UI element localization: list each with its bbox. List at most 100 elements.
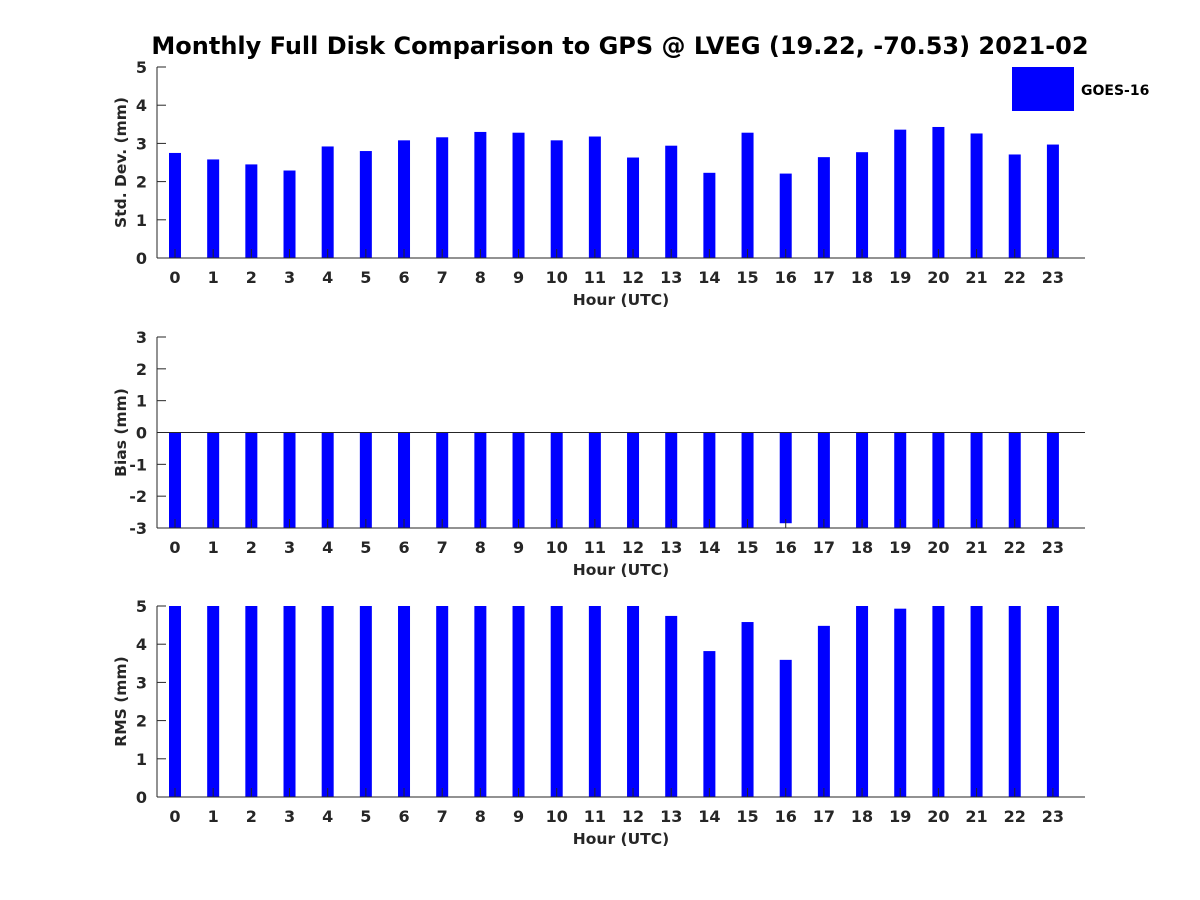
bar-p2-h10 [550, 432, 563, 528]
x-tick-label-p3: 16 [775, 807, 797, 826]
bar-p1-h18 [856, 152, 869, 258]
x-tick-label-p2: 21 [965, 538, 987, 557]
bar-p3-h17 [817, 625, 830, 797]
x-axis-title-p3: Hour (UTC) [573, 830, 669, 848]
bar-p1-h23 [1046, 144, 1059, 258]
x-tick-label-p3: 22 [1004, 807, 1026, 826]
bar-p2-h15 [741, 432, 754, 528]
bar-p2-h23 [1046, 432, 1059, 528]
bar-p3-h23 [1046, 606, 1059, 797]
bar-p2-h18 [856, 432, 869, 528]
y-tick-label-p2: 3 [136, 328, 147, 347]
bar-p1-h13 [665, 145, 678, 258]
x-tick-label-p3: 4 [322, 807, 333, 826]
y-tick-label-p2: 2 [136, 360, 147, 379]
y-tick-label-p1: 4 [136, 96, 147, 115]
y-tick-label-p1: 1 [136, 211, 147, 230]
bar-p1-h16 [779, 173, 792, 258]
bar-p3-h19 [894, 608, 907, 797]
y-tick-label-p2: -1 [129, 455, 147, 474]
bar-p3-h2 [245, 606, 258, 797]
x-tick-label-p2: 16 [775, 538, 797, 557]
bar-p1-h0 [169, 152, 181, 258]
x-tick-label-p2: 22 [1004, 538, 1026, 557]
bar-p2-h21 [970, 432, 983, 528]
x-tick-label-p1: 14 [698, 268, 720, 287]
bar-p3-h20 [932, 606, 945, 797]
bar-p2-h9 [512, 432, 525, 528]
x-tick-label-p2: 5 [360, 538, 371, 557]
x-tick-label-p2: 20 [927, 538, 949, 557]
x-tick-label-p1: 11 [584, 268, 606, 287]
x-tick-label-p3: 10 [546, 807, 568, 826]
bar-p1-h8 [474, 131, 487, 258]
y-axis-title-p1: Std. Dev. (mm) [112, 97, 130, 228]
bar-p3-h14 [703, 651, 716, 797]
x-tick-label-p2: 23 [1042, 538, 1064, 557]
bar-p1-h20 [932, 126, 945, 258]
x-tick-label-p2: 1 [208, 538, 219, 557]
x-tick-label-p3: 3 [284, 807, 295, 826]
bar-p2-h12 [627, 432, 640, 528]
x-tick-label-p3: 18 [851, 807, 873, 826]
x-tick-label-p3: 20 [927, 807, 949, 826]
bar-p3-h18 [856, 606, 869, 797]
x-tick-label-p3: 7 [437, 807, 448, 826]
x-tick-label-p2: 15 [736, 538, 758, 557]
bar-p1-h21 [970, 133, 983, 258]
bar-p2-h7 [436, 432, 449, 528]
legend-label-goes16: GOES-16 [1081, 83, 1149, 99]
bar-p3-h5 [359, 606, 372, 797]
x-tick-label-p2: 0 [169, 538, 180, 557]
y-tick-label-p3: 3 [136, 673, 147, 692]
y-tick-label-p3: 4 [136, 635, 147, 654]
x-tick-label-p1: 4 [322, 268, 333, 287]
bar-p2-h22 [1008, 432, 1021, 528]
x-tick-label-p3: 8 [475, 807, 486, 826]
y-tick-label-p3: 2 [136, 712, 147, 731]
x-tick-label-p1: 22 [1004, 268, 1026, 287]
bar-p2-h0 [169, 432, 181, 528]
legend: GOES-16 [1012, 67, 1149, 111]
x-axis-title-p1: Hour (UTC) [573, 291, 669, 309]
bar-p3-h11 [588, 606, 601, 797]
bar-p1-h7 [436, 137, 449, 258]
y-tick-label-p2: 0 [136, 424, 147, 443]
y-tick-label-p2: -3 [129, 519, 147, 538]
bar-p3-h4 [321, 606, 334, 797]
x-tick-label-p1: 21 [965, 268, 987, 287]
bar-p2-h3 [283, 432, 296, 528]
bar-p1-h9 [512, 132, 525, 258]
y-tick-label-p1: 2 [136, 173, 147, 192]
x-tick-label-p2: 11 [584, 538, 606, 557]
bar-p1-h15 [741, 132, 754, 258]
bar-p1-h2 [245, 164, 258, 258]
bar-p3-h15 [741, 622, 754, 797]
bar-p1-h14 [703, 172, 716, 258]
bar-p2-h1 [207, 432, 220, 528]
bar-p3-h7 [436, 606, 449, 797]
x-tick-label-p1: 16 [775, 268, 797, 287]
x-tick-label-p3: 1 [208, 807, 219, 826]
bar-p2-h4 [321, 432, 334, 528]
x-tick-label-p1: 12 [622, 268, 644, 287]
x-tick-label-p3: 0 [169, 807, 180, 826]
x-tick-label-p3: 6 [398, 807, 409, 826]
bar-p3-h8 [474, 606, 487, 797]
x-tick-label-p3: 17 [813, 807, 835, 826]
x-tick-label-p3: 19 [889, 807, 911, 826]
x-tick-label-p1: 18 [851, 268, 873, 287]
x-tick-label-p1: 3 [284, 268, 295, 287]
legend-swatch-goes16 [1012, 67, 1074, 111]
bar-p1-h11 [588, 136, 601, 258]
bar-p2-h2 [245, 432, 258, 528]
y-tick-label-p2: -2 [129, 487, 147, 506]
x-tick-label-p2: 10 [546, 538, 568, 557]
x-tick-label-p1: 9 [513, 268, 524, 287]
x-tick-label-p3: 5 [360, 807, 371, 826]
x-tick-label-p3: 13 [660, 807, 682, 826]
bar-p3-h6 [398, 606, 411, 797]
x-tick-label-p3: 11 [584, 807, 606, 826]
